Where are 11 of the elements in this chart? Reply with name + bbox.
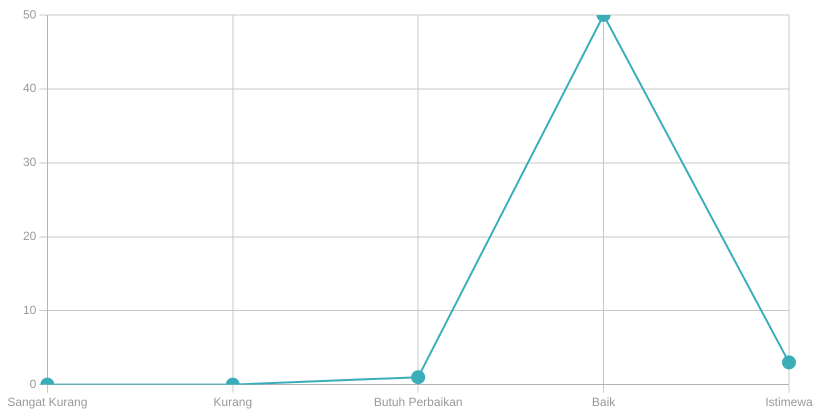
x-tick-label: Baik (592, 395, 616, 410)
y-tick-label: 50 (22, 7, 37, 22)
x-tick-label: Istimewa (765, 395, 813, 410)
y-tick-label: 30 (22, 155, 37, 170)
y-tick-label: 10 (22, 302, 37, 317)
y-tick-label: 40 (22, 81, 37, 96)
y-tick-label: 0 (30, 376, 37, 391)
x-tick-label: Kurang (213, 395, 252, 410)
y-tick-label: 20 (22, 229, 37, 244)
x-tick-label: Sangat Kurang (7, 395, 88, 410)
x-tick-label: Butuh Perbaikan (374, 395, 463, 410)
